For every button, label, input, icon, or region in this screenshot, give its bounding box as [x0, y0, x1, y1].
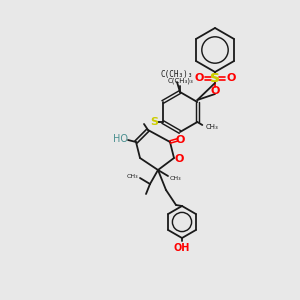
Text: CH₃: CH₃ — [126, 175, 138, 179]
Text: O: O — [226, 73, 236, 83]
Text: CH₃: CH₃ — [170, 176, 182, 181]
Text: O: O — [174, 154, 184, 164]
Text: O: O — [175, 135, 185, 145]
Text: S: S — [151, 117, 159, 127]
Text: CH₃: CH₃ — [205, 124, 218, 130]
Text: OH: OH — [174, 243, 190, 253]
Text: HO: HO — [112, 134, 128, 144]
Text: C(CH₃)₃: C(CH₃)₃ — [161, 70, 193, 79]
Text: O: O — [210, 86, 220, 96]
Text: C(CH₃)₃: C(CH₃)₃ — [167, 77, 193, 84]
Text: S: S — [209, 71, 218, 85]
Text: O: O — [194, 73, 204, 83]
Text: S: S — [211, 71, 220, 85]
